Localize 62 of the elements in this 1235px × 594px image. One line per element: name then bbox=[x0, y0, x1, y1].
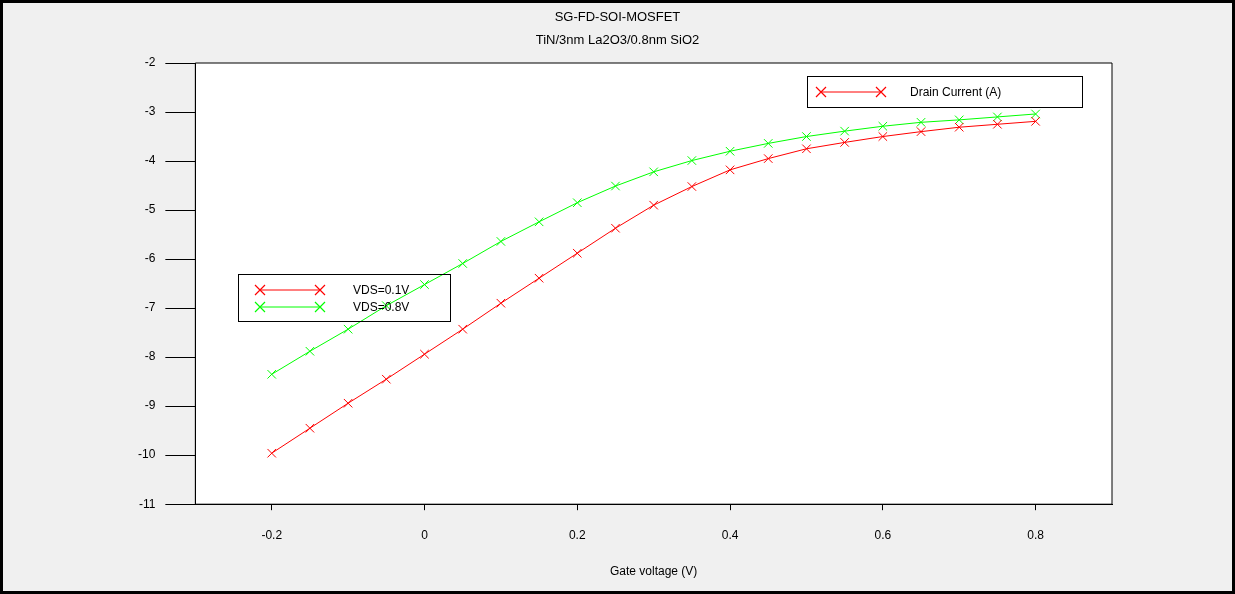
x-tick-label: -0.2 bbox=[261, 527, 283, 542]
point bbox=[419, 279, 430, 290]
point bbox=[572, 248, 583, 258]
point bbox=[839, 137, 850, 148]
point bbox=[916, 126, 926, 137]
point bbox=[878, 121, 888, 131]
point bbox=[457, 324, 468, 334]
point bbox=[687, 155, 697, 166]
x-axis-title: Gate voltage (V) bbox=[609, 564, 698, 579]
point bbox=[878, 131, 888, 142]
point bbox=[801, 131, 812, 142]
point bbox=[725, 165, 735, 175]
point bbox=[648, 167, 659, 177]
point bbox=[954, 115, 964, 125]
point bbox=[381, 374, 392, 384]
point bbox=[496, 236, 506, 247]
point bbox=[954, 122, 964, 132]
point bbox=[992, 119, 1003, 130]
y-tick-label: -11 bbox=[138, 496, 156, 511]
point bbox=[343, 398, 353, 408]
point bbox=[610, 223, 621, 233]
x-tick-label: 0.6 bbox=[874, 527, 892, 542]
y-axis-title: Drain Current (A) bbox=[910, 85, 1002, 99]
point bbox=[992, 112, 1003, 122]
point bbox=[687, 181, 697, 192]
y-tick-label: -7 bbox=[144, 300, 156, 315]
point bbox=[534, 273, 544, 283]
point bbox=[1030, 109, 1041, 119]
point bbox=[572, 197, 583, 208]
y-tick-label: -9 bbox=[144, 398, 156, 413]
x-tick-label: 0.8 bbox=[1027, 527, 1045, 542]
point bbox=[839, 126, 850, 136]
point bbox=[763, 138, 773, 149]
chart-subtitle: TiN/3nm La2O3/0.8nm SiO2 bbox=[534, 32, 701, 47]
y-tick-label: -6 bbox=[144, 251, 156, 266]
x-tick-label: 0.2 bbox=[568, 527, 586, 542]
point bbox=[305, 346, 315, 356]
point bbox=[1030, 116, 1041, 127]
y-tick-label: -3 bbox=[144, 104, 156, 119]
legend-label: VDS=0.1V bbox=[353, 282, 410, 297]
point bbox=[457, 258, 468, 269]
x-tick-label: 0.4 bbox=[721, 527, 739, 542]
point bbox=[266, 448, 277, 458]
point bbox=[266, 369, 277, 380]
point bbox=[496, 298, 506, 308]
point bbox=[343, 324, 353, 334]
point bbox=[916, 117, 926, 128]
y-tick-label: -2 bbox=[144, 55, 156, 70]
point bbox=[763, 153, 773, 164]
y-tick-label: -4 bbox=[144, 153, 156, 168]
point bbox=[419, 349, 430, 359]
point bbox=[610, 181, 621, 191]
point bbox=[801, 144, 812, 154]
point bbox=[534, 217, 544, 227]
point bbox=[305, 423, 315, 433]
point bbox=[725, 146, 735, 156]
x-tick-label: 0 bbox=[421, 527, 429, 542]
chart-title: SG-FD-SOI-MOSFET bbox=[553, 9, 682, 24]
y-tick-label: -5 bbox=[144, 202, 156, 217]
point bbox=[648, 200, 659, 210]
y-tick-label: -8 bbox=[144, 349, 156, 364]
y-tick-label: -10 bbox=[138, 447, 156, 462]
